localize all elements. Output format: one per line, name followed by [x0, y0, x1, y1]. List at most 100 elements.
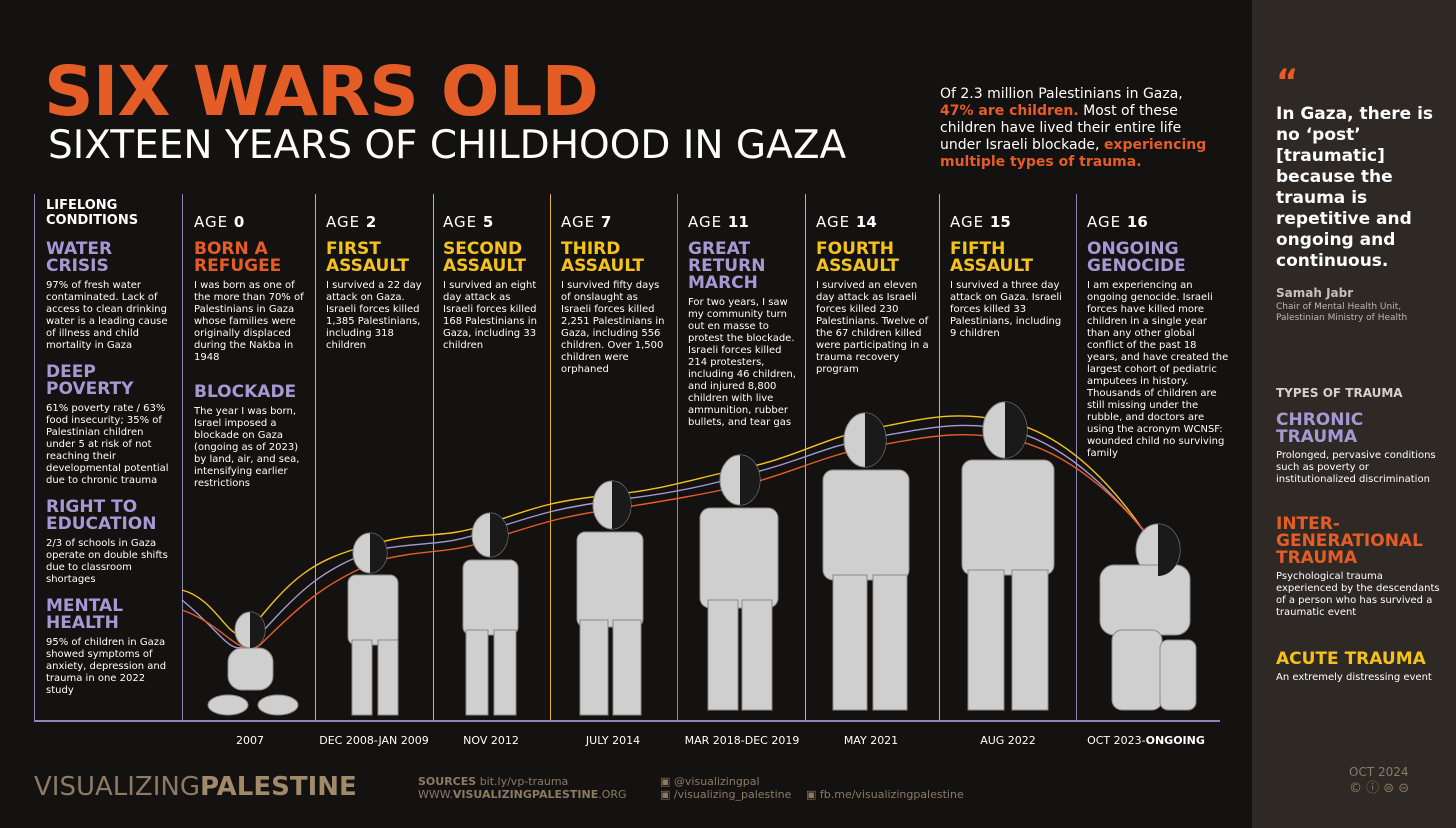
facebook-icon: ▣: [806, 788, 820, 801]
age-label: AGE 2: [326, 213, 377, 231]
facebook-link[interactable]: ▣ fb.me/visualizingpalestine: [806, 788, 964, 801]
stage-title: FIRST ASSAULT: [326, 239, 409, 276]
stage-body: I survived a three day attack on Gaza. I…: [950, 280, 1062, 339]
license-icons: © ⓘ ⊜ ⊝: [1349, 781, 1410, 796]
condition-body: 95% of children in Gaza showed symptoms …: [46, 637, 167, 696]
child-age-11-figure: [699, 454, 779, 711]
quote-author: Samah Jabr: [1276, 286, 1354, 300]
stage-age-16: AGE 16 ONGOING GENOCIDE I am experiencin…: [1087, 198, 1229, 460]
quote-author-title: Chair of Mental Health Unit, Palestinian…: [1276, 302, 1408, 323]
stage-date: 2007: [236, 734, 264, 747]
stage-title: ONGOING GENOCIDE: [1087, 239, 1186, 276]
age-label: AGE 11: [688, 213, 749, 231]
stage-date: JULY 2014: [585, 734, 641, 747]
stage-body: I was born as one of the more than 70% o…: [194, 280, 304, 363]
age-label: AGE 16: [1087, 213, 1148, 231]
trauma-type-title: INTER-GENERATIONAL TRAUMA: [1276, 514, 1423, 568]
brand-logo: VISUALIZINGPALESTINE: [34, 772, 357, 802]
trauma-type-body: Prolonged, pervasive conditions such as …: [1276, 450, 1436, 485]
intro-part2: Most of these children have lived their …: [940, 103, 1182, 153]
sources-line: SOURCES bit.ly/vp-trauma: [418, 775, 569, 788]
stage-title: SECOND ASSAULT: [443, 239, 526, 276]
condition-title: DEEP POVERTY: [46, 362, 134, 399]
intro-part1: Of 2.3 million Palestinians in Gaza,: [940, 86, 1183, 102]
stage-date-ongoing: OCT 2023-ONGOING: [1087, 734, 1205, 747]
condition-title: WATER CRISIS: [46, 239, 113, 276]
stage-age-7: AGE 7 THIRD ASSAULT I survived fifty day…: [561, 198, 667, 376]
intro-highlight2: experiencing multiple types of trauma.: [940, 137, 1207, 170]
stage-body: I am experiencing an ongoing genocide. I…: [1087, 280, 1229, 459]
stage-title: GREAT RETURN MARCH: [688, 239, 766, 293]
intro-highlight1: 47% are children.: [940, 103, 1079, 119]
trauma-type-body: Psychological trauma experienced by the …: [1276, 571, 1440, 618]
divider-age11: [677, 194, 678, 720]
stage-date: NOV 2012: [463, 734, 519, 747]
stage-body: I survived fifty days of onslaught as Is…: [561, 280, 665, 375]
condition-body: 61% poverty rate / 63% food insecurity; …: [46, 403, 169, 486]
trauma-type-title: CHRONIC TRAUMA: [1276, 410, 1364, 447]
stage-title: FIFTH ASSAULT: [950, 239, 1033, 276]
stage-age-2: AGE 2 FIRST ASSAULT I survived a 22 day …: [326, 198, 426, 352]
stage-date: MAY 2021: [843, 734, 899, 747]
page-subtitle: SIXTEEN YEARS OF CHILDHOOD IN GAZA: [48, 123, 847, 168]
timeline-baseline: [34, 720, 1220, 722]
divider-age2: [315, 194, 316, 720]
divider-lifelong: [34, 194, 35, 720]
trauma-type-acute: ACUTE TRAUMA An extremely distressing ev…: [1276, 651, 1436, 684]
child-age-7-figure: [576, 480, 644, 716]
twitter-icon: ▣: [660, 775, 674, 788]
condition-body: 97% of fresh water contaminated. Lack of…: [46, 280, 168, 351]
age-label: AGE 0: [194, 213, 245, 231]
divider-age15: [939, 194, 940, 720]
quote-mark: “: [1276, 62, 1299, 102]
condition-title: MENTAL HEALTH: [46, 596, 124, 633]
instagram-icon: ▣: [660, 788, 674, 801]
stage-date: MAR 2018-DEC 2019: [684, 734, 800, 747]
stage-body: I survived an eight day attack as Israel…: [443, 280, 537, 351]
age-label: AGE 7: [561, 213, 612, 231]
trauma-type-title: ACUTE TRAUMA: [1276, 649, 1426, 669]
age-label: AGE 15: [950, 213, 1011, 231]
stage-date: AUG 2022: [980, 734, 1036, 747]
lifelong-column: LIFELONG CONDITIONS WATER CRISIS 97% of …: [46, 198, 174, 697]
stage-age-5: AGE 5 SECOND ASSAULT I survived an eight…: [443, 198, 543, 352]
stage-title-2: BLOCKADE: [194, 382, 297, 402]
stage-age-11: AGE 11 GREAT RETURN MARCH For two years,…: [688, 198, 798, 429]
trauma-type-body: An extremely distressing event: [1276, 672, 1432, 683]
lifelong-heading: LIFELONG CONDITIONS: [46, 198, 139, 228]
divider-age5: [433, 194, 434, 720]
condition-body: 2/3 of schools in Gaza operate on double…: [46, 538, 168, 585]
stage-age-0: AGE 0 BORN A REFUGEE I was born as one o…: [194, 198, 306, 490]
stage-body: I survived an eleven day attack as Israe…: [816, 280, 929, 375]
child-age-16-figure: [1099, 523, 1197, 711]
page-title: SIX WARS OLD: [44, 52, 599, 132]
stage-body: I survived a 22 day attack on Gaza. Isra…: [326, 280, 422, 351]
divider-age0: [182, 194, 183, 720]
trauma-types-heading: TYPES OF TRAUMA: [1276, 386, 1403, 400]
website-link[interactable]: WWW.VISUALIZINGPALESTINE.ORG: [418, 788, 627, 801]
child-illustration: [181, 401, 1197, 716]
trauma-type-intergenerational: INTER-GENERATIONAL TRAUMA Psychological …: [1276, 516, 1446, 619]
stage-title: FOURTH ASSAULT: [816, 239, 899, 276]
age-label: AGE 5: [443, 213, 494, 231]
stage-body: For two years, I saw my community turn o…: [688, 297, 796, 428]
stage-age-14: AGE 14 FOURTH ASSAULT I survived an elev…: [816, 198, 932, 376]
sources-link[interactable]: bit.ly/vp-trauma: [479, 775, 569, 788]
intro-text: Of 2.3 million Palestinians in Gaza, 47%…: [940, 86, 1210, 171]
instagram-link[interactable]: ▣ /visualizing_palestine: [660, 788, 792, 801]
quote-sidebar: [1252, 0, 1456, 828]
condition-title: RIGHT TO EDUCATION: [46, 497, 157, 534]
stage-date: DEC 2008-JAN 2009: [319, 734, 429, 747]
publication-date: OCT 2024: [1349, 765, 1409, 779]
stage-title: BORN A REFUGEE: [194, 239, 282, 276]
divider-age7: [550, 194, 551, 720]
child-age-15-figure: [961, 401, 1055, 711]
stage-body-2: The year I was born, Israel imposed a bl…: [194, 406, 300, 489]
age-label: AGE 14: [816, 213, 877, 231]
stage-title: THIRD ASSAULT: [561, 239, 644, 276]
stage-age-15: AGE 15 FIFTH ASSAULT I survived a three …: [950, 198, 1066, 340]
twitter-link[interactable]: ▣ @visualizingpal: [660, 775, 760, 788]
quote-text: In Gaza, there is no ‘post’ [traumatic] …: [1276, 104, 1434, 271]
trauma-type-chronic: CHRONIC TRAUMA Prolonged, pervasive cond…: [1276, 412, 1436, 486]
